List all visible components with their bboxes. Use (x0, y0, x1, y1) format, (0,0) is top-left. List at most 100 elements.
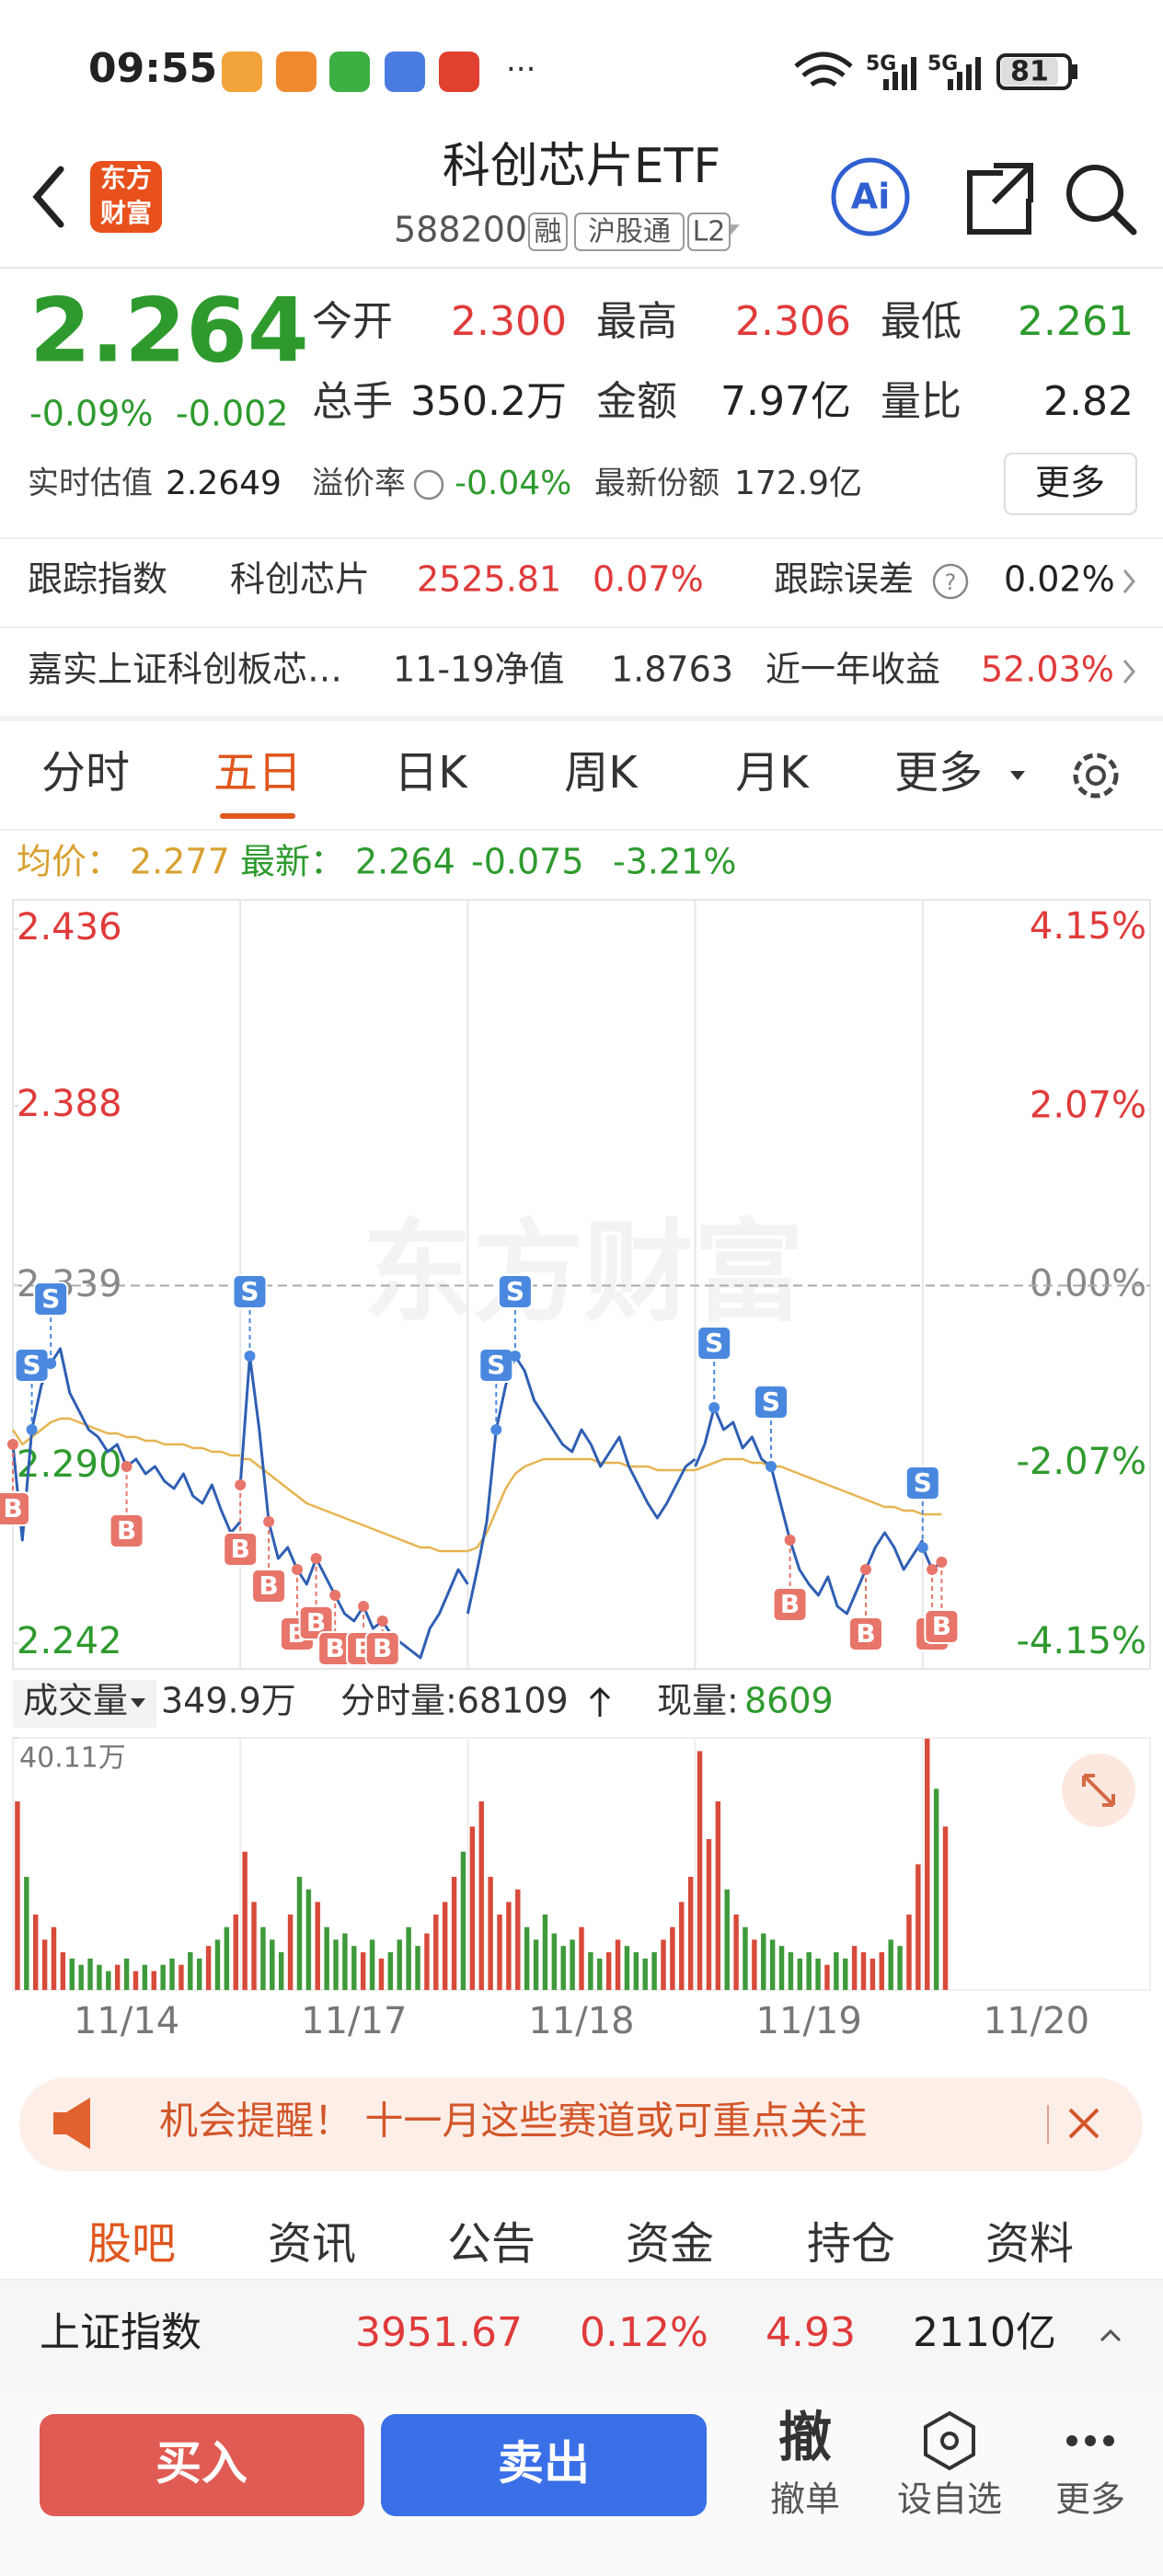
more-button-label[interactable]: 更多 (1035, 463, 1105, 503)
x-tick-label: 11/19 (756, 2000, 862, 2042)
volume-bar (824, 1964, 830, 1990)
bottom-tab[interactable]: 资金 (626, 2218, 714, 2270)
banner[interactable] (19, 2077, 1143, 2171)
trade-point (509, 1351, 521, 1362)
tab[interactable]: 五日 (213, 747, 302, 799)
volume-bar (897, 1946, 903, 1990)
volume-bar (278, 1952, 284, 1990)
tag: L2 (693, 216, 726, 248)
trade-marker-label: S (506, 1276, 524, 1306)
banner-text[interactable]: 机会提醒！ 十一月这些赛道或可重点关注 (159, 2099, 867, 2144)
volume-bar (132, 1971, 139, 1990)
help-icon[interactable] (932, 563, 969, 600)
volume-selector[interactable] (13, 1680, 156, 1728)
settings-button[interactable] (1073, 753, 1119, 799)
watch-icon-center (940, 2432, 959, 2450)
trade-point (784, 1535, 796, 1546)
trade-marker (232, 1274, 268, 1309)
price-line (466, 1354, 697, 1615)
y-tick-label: 2.339 (17, 1263, 122, 1305)
caret[interactable] (1100, 2329, 1122, 2342)
buy-label[interactable]: 买入 (155, 2437, 248, 2490)
trade-marker-label: B (780, 1589, 800, 1619)
index-bar[interactable] (0, 2281, 1163, 2391)
y2-tick-label: 2.07% (1030, 1085, 1146, 1127)
y-tick-label: 2.388 (17, 1083, 122, 1125)
stat-label: 最高 (596, 298, 677, 345)
y-tick-label: 2.436 (17, 906, 122, 949)
section-gap (0, 716, 1163, 721)
chevron[interactable] (1123, 569, 1135, 593)
close-banner[interactable] (1068, 2108, 1100, 2139)
back-button[interactable] (32, 166, 64, 228)
volume-bar (515, 1889, 521, 1990)
watch-icon[interactable] (924, 2410, 975, 2471)
settings-center (1086, 765, 1106, 786)
more-icon[interactable] (1066, 2435, 1114, 2446)
buy-button[interactable] (40, 2414, 364, 2516)
trade-marker (223, 1532, 259, 1567)
tab[interactable]: 分时 (41, 747, 130, 799)
volume-bar (570, 1939, 575, 1990)
value: -0.04% (455, 465, 571, 502)
volume-bar (506, 1902, 512, 1990)
ai-button[interactable] (831, 157, 910, 236)
bottom-tab[interactable]: 公告 (447, 2218, 535, 2270)
bottom-tab[interactable]: 资讯 (268, 2218, 356, 2270)
x-tick-label: 11/20 (984, 2000, 1089, 2042)
index-name: 上证指数 (40, 2309, 202, 2356)
volume-bar (142, 1964, 148, 1990)
volume-bar (260, 1926, 266, 1990)
trade-marker-label: S (240, 1276, 259, 1306)
tag-box (528, 213, 568, 251)
share-button[interactable] (967, 163, 1033, 235)
battery-tip (1072, 64, 1077, 79)
value: 0.07% (593, 559, 704, 600)
trade-marker-label: S (705, 1328, 723, 1358)
volume-bar (624, 1946, 630, 1990)
bottom-tab[interactable]: 资料 (985, 2218, 1074, 2270)
tab[interactable]: 周K (564, 747, 639, 799)
info-icon[interactable] (413, 469, 444, 500)
volume-bar (933, 1788, 939, 1990)
action-label[interactable]: 设自选 (897, 2479, 1002, 2520)
trade-point (121, 1461, 132, 1472)
trade-point (936, 1557, 948, 1568)
label: 溢价率 (312, 466, 406, 502)
bottom-tab[interactable]: 股吧 (87, 2218, 176, 2270)
cancel-icon[interactable]: 撤 (778, 2406, 832, 2468)
volume-bar (270, 1939, 275, 1990)
tab[interactable]: 更多 (894, 747, 983, 799)
volume-bar (378, 1958, 385, 1990)
sell-button[interactable] (381, 2414, 707, 2516)
tab[interactable]: 日K (394, 747, 468, 799)
volume-bar (188, 1952, 193, 1990)
time: 09:55 (88, 45, 217, 92)
volume-bar (242, 1851, 248, 1990)
volume-bar (679, 1902, 685, 1990)
action-label[interactable]: 更多 (1055, 2479, 1125, 2520)
chevron[interactable] (1123, 660, 1135, 684)
volume-bar (87, 1958, 93, 1990)
volume-bar (233, 1915, 238, 1990)
tab[interactable]: 月K (735, 747, 810, 799)
volume-bar (925, 1738, 930, 1990)
volume-bar (387, 1952, 394, 1990)
more-button[interactable] (1004, 453, 1137, 515)
search-button[interactable] (1066, 165, 1123, 222)
tab-indicator (220, 813, 295, 819)
network: 5G (866, 52, 896, 75)
action-label[interactable]: 撤单 (770, 2479, 840, 2520)
tag: 沪股通 (588, 216, 671, 248)
label: 成交量 (23, 1681, 128, 1721)
volume-bar (205, 1946, 212, 1990)
sell-label[interactable]: 卖出 (498, 2437, 590, 2490)
label: 11-19净值 (393, 650, 564, 690)
stat-label: 总手 (312, 378, 393, 425)
bottom-tab[interactable]: 持仓 (807, 2218, 895, 2270)
dropdown-icon[interactable] (1010, 771, 1025, 780)
stat-label: 金额 (596, 378, 677, 425)
value: 8609 (744, 1681, 834, 1721)
volume-bar (469, 1826, 476, 1990)
volume-bar (778, 1946, 785, 1990)
